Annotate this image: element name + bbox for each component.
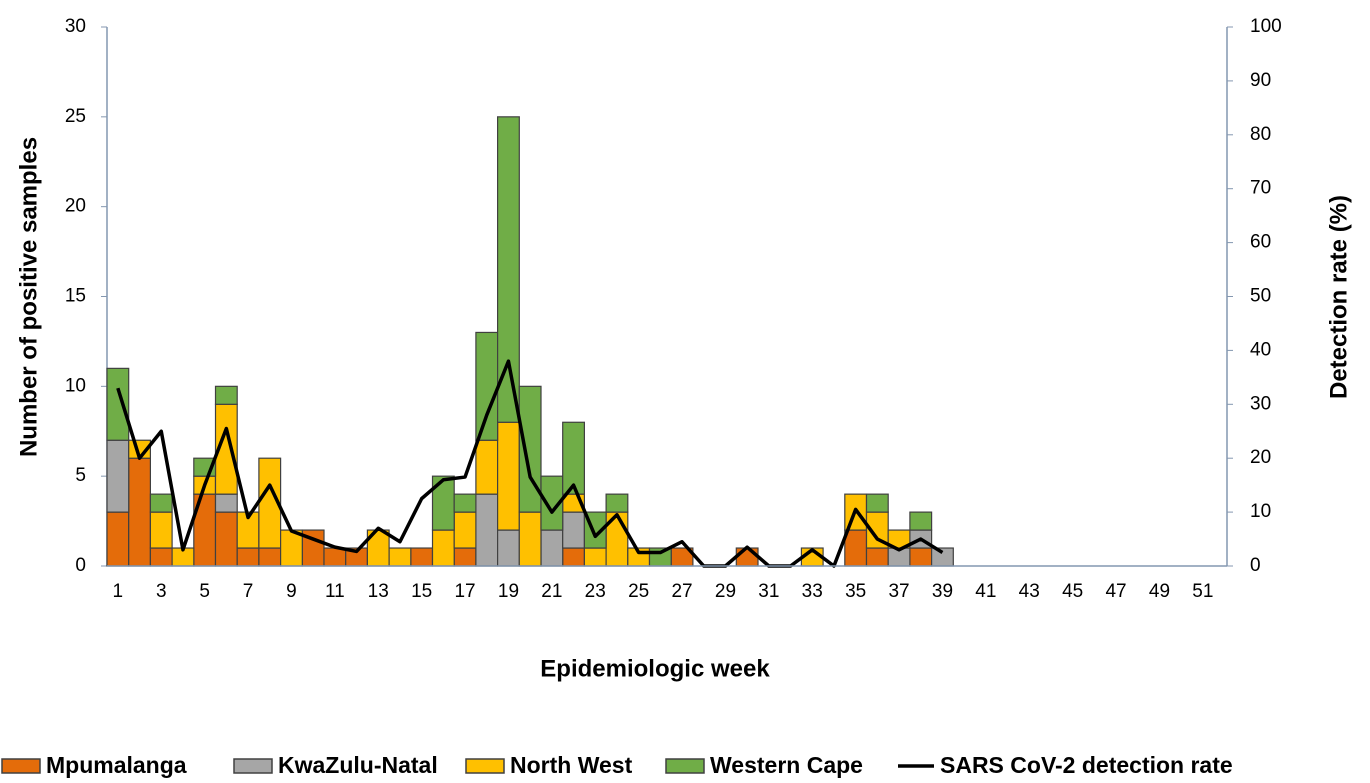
x-tick-label: 45 [1062,581,1083,602]
bar-segment [497,421,520,531]
x-tick-label: 3 [156,581,167,602]
bar-segment [475,439,499,495]
bar-segment [453,547,477,567]
bar-segment [497,529,520,567]
bar-segment [106,367,130,441]
y2-tick-label: 40 [1250,339,1271,360]
bar-segment [214,511,238,567]
y2-tick-label: 70 [1250,178,1271,199]
x-tick-label: 15 [411,581,432,602]
bar-segment [453,493,477,513]
x-tick-label: 35 [845,581,866,602]
bar-segment [149,511,173,549]
x-tick-label: 33 [802,581,823,602]
x-tick-label: 43 [1019,581,1040,602]
legend-swatch [665,758,705,774]
legend-swatch [465,758,505,774]
bar-segment [865,493,889,513]
y-tick-label: 30 [65,16,86,37]
bar-segment [388,547,412,567]
x-tick-label: 25 [628,581,649,602]
bar-segment [540,475,564,531]
y-tick-label: 10 [65,375,86,396]
bar-segment [518,385,542,513]
legend-label: North West [510,752,633,778]
bar-segment [214,493,238,513]
bar-segment [258,547,282,567]
legend-label: Western Cape [710,752,863,778]
bar-segment [562,421,586,495]
bar-segment [323,547,347,567]
x-tick-label: 13 [368,581,389,602]
x-tick-label: 17 [454,581,475,602]
x-tick-label: 11 [325,581,345,602]
bar-segment [583,547,607,567]
y2-axis-label: Detection rate (%) [1325,195,1352,399]
y2-tick-label: 90 [1250,70,1271,91]
x-tick-label: 47 [1105,581,1126,602]
legend-swatch [233,758,273,774]
legend-swatch [1,758,41,774]
legend-label: KwaZulu-Natal [278,752,438,778]
legend-label: Mpumalanga [46,752,187,778]
bar-segment [540,529,564,567]
bar-segment [909,547,933,567]
x-tick-label: 27 [671,581,692,602]
y-tick-label: 20 [65,196,86,217]
bar-segment [475,493,499,567]
bar-segment [236,547,260,567]
bar-segment [562,511,586,549]
x-tick-label: 31 [758,581,779,602]
legend-label: SARS CoV-2 detection rate [940,752,1233,778]
bar-segment [431,529,455,567]
bar-segment [909,511,933,531]
bar-segment [605,493,629,513]
x-tick-label: 21 [541,581,562,602]
y-tick-label: 5 [75,465,86,486]
x-tick-label: 23 [585,581,606,602]
bar-segment [149,493,173,513]
bar-segment [453,511,477,549]
x-tick-label: 29 [715,581,736,602]
y2-tick-label: 50 [1250,286,1271,307]
x-tick-label: 51 [1192,581,1213,602]
bar-segment [128,457,151,567]
bar-segment [518,511,542,567]
y2-tick-label: 0 [1250,555,1261,576]
x-axis-label: Epidemiologic week [540,655,770,682]
bar-segment [497,116,520,423]
y2-tick-label: 100 [1250,16,1282,37]
bar-segment [410,547,434,567]
y-tick-label: 15 [65,286,86,307]
x-tick-label: 1 [113,581,124,602]
x-tick-label: 39 [932,581,953,602]
bar-segment [214,385,238,405]
y2-tick-label: 60 [1250,232,1271,253]
y-axis-label: Number of positive samples [15,137,42,457]
y-tick-label: 25 [65,106,86,127]
bar-segment [106,511,130,567]
x-tick-label: 5 [199,581,210,602]
bar-segment [149,547,173,567]
y-tick-label: 0 [75,555,86,576]
x-tick-label: 37 [888,581,909,602]
x-tick-label: 49 [1149,581,1170,602]
bar-segment [475,331,499,441]
x-tick-label: 41 [975,581,996,602]
bar-segment [735,547,759,567]
bar-segment [844,529,868,567]
y2-tick-label: 30 [1250,393,1271,414]
y2-tick-label: 20 [1250,447,1271,468]
y2-tick-label: 80 [1250,124,1271,145]
bar-segment [865,547,889,567]
x-tick-label: 9 [286,581,297,602]
x-tick-label: 7 [243,581,254,602]
bar-segment [106,439,130,513]
x-tick-label: 19 [498,581,519,602]
rate-line [116,359,944,568]
y2-tick-label: 10 [1250,501,1271,522]
bar-segment [562,547,586,567]
